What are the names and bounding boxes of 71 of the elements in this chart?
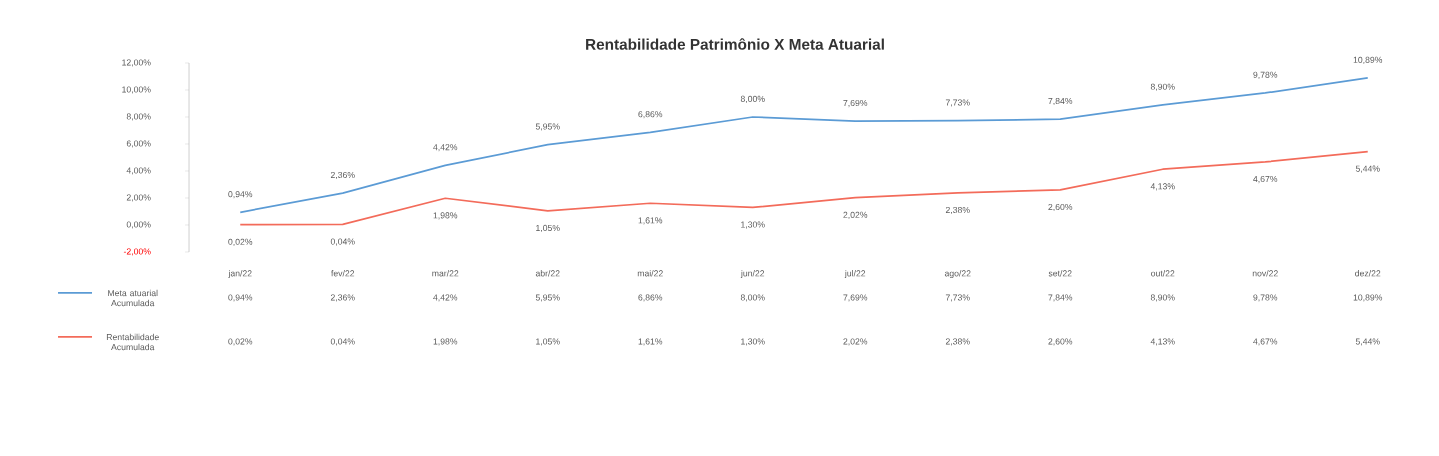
data-label: 8,00% xyxy=(740,294,765,302)
data-label: 7,84% xyxy=(1048,294,1073,302)
text: 2,36% xyxy=(330,171,355,180)
x-tick-label: ago/22 xyxy=(944,270,971,279)
text: 5,44% xyxy=(1355,165,1380,173)
data-label: 2,36% xyxy=(330,294,355,302)
data-label: 1,61% xyxy=(638,338,663,346)
data-label: 7,69% xyxy=(843,294,868,302)
text: 1,98% xyxy=(433,212,458,220)
text: 0,02% xyxy=(228,238,253,246)
y-tick-label: 12,00% xyxy=(122,59,151,67)
legend-label: Rentabilidade Acumulada xyxy=(106,333,159,351)
text: 2,60% xyxy=(1048,203,1073,212)
text: 6,86% xyxy=(638,111,663,119)
chart-title: Rentabilidade Patrimônio X Meta Atuarial xyxy=(586,38,884,50)
text: 4,67% xyxy=(1253,176,1278,184)
legend-label: Meta atuarial Acumulada xyxy=(108,289,158,307)
x-tick-label: jul/22 xyxy=(844,270,866,279)
text: 1,05% xyxy=(536,224,560,233)
x-tick-label: jun/22 xyxy=(740,270,765,279)
x-tick-label: nov/22 xyxy=(1252,270,1278,277)
data-label: 4,13% xyxy=(1150,338,1175,346)
data-label: 7,73% xyxy=(945,294,970,302)
text: 0,94% xyxy=(228,191,253,199)
data-label: 1,05% xyxy=(536,338,560,346)
data-label: 8,90% xyxy=(1150,294,1175,302)
data-label: 5,95% xyxy=(535,294,560,302)
data-label: 4,42% xyxy=(433,294,458,302)
text: 5,95% xyxy=(535,123,560,131)
x-tick-label: jan/22 xyxy=(228,270,252,279)
text: 0,04% xyxy=(330,238,355,246)
data-label: 0,02% xyxy=(228,338,253,346)
data-label: 6,86% xyxy=(638,294,663,302)
text: 1,30% xyxy=(741,221,765,229)
y-tick-label: -2,00% xyxy=(123,248,151,256)
data-label: 0,94% xyxy=(228,294,253,302)
x-tick-label: mar/22 xyxy=(432,270,459,277)
x-tick-label: dez/22 xyxy=(1355,270,1381,277)
data-label: 2,60% xyxy=(1048,338,1073,346)
data-label: 10,89% xyxy=(1353,294,1383,302)
data-label: 2,02% xyxy=(843,338,868,346)
y-tick-label: 8,00% xyxy=(126,113,151,121)
x-tick-label: fev/22 xyxy=(331,270,355,277)
text: 2,38% xyxy=(945,206,970,215)
y-tick-label: 2,00% xyxy=(126,194,151,202)
x-tick-label: set/22 xyxy=(1048,270,1072,277)
text: 8,00% xyxy=(740,95,765,103)
data-label: 2,38% xyxy=(945,338,970,346)
x-tick-label: out/22 xyxy=(1151,270,1175,277)
text: 10,89% xyxy=(1353,56,1383,64)
text: 9,78% xyxy=(1253,71,1278,79)
text: 8,90% xyxy=(1150,83,1175,91)
text: 2,02% xyxy=(843,211,868,219)
data-label: 5,44% xyxy=(1355,338,1380,346)
text: 7,69% xyxy=(843,99,868,108)
y-tick-label: 10,00% xyxy=(122,86,151,94)
data-label: 1,30% xyxy=(741,338,765,346)
y-tick-label: 0,00% xyxy=(126,221,151,229)
y-tick-label: 4,00% xyxy=(126,167,151,175)
text: 4,13% xyxy=(1150,183,1175,191)
data-label: 0,04% xyxy=(330,338,355,346)
data-label: 4,67% xyxy=(1253,338,1278,346)
text: 4,42% xyxy=(433,144,458,152)
data-label: 1,98% xyxy=(433,338,458,346)
text: 1,61% xyxy=(638,217,663,225)
x-tick-label: abr/22 xyxy=(535,270,560,277)
text: 7,84% xyxy=(1048,97,1073,106)
data-label: 9,78% xyxy=(1253,294,1278,302)
y-tick-label: 6,00% xyxy=(126,140,151,148)
text: 7,73% xyxy=(945,99,970,107)
x-tick-label: mai/22 xyxy=(637,270,663,277)
